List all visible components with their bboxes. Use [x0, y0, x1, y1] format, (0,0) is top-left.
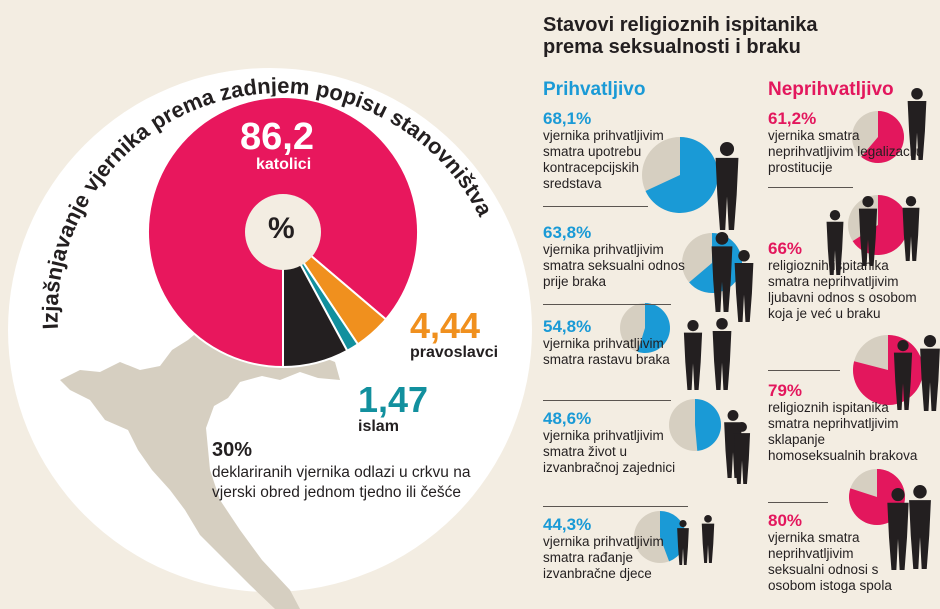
- islam-value: 1,47: [358, 379, 429, 420]
- person-silhouette-head: [911, 88, 923, 100]
- separator: [543, 400, 671, 401]
- person-silhouette-head: [862, 196, 874, 208]
- reject-item: 61,2% vjernika smatra neprihvatljivim leg…: [768, 110, 938, 176]
- person-silhouette-head: [913, 485, 927, 499]
- statement-text: vjernika prihvatljivim smatra upotrebu k…: [543, 128, 664, 191]
- accept-heading: Prihvatljivo: [543, 79, 646, 100]
- person-silhouette: [715, 157, 739, 230]
- person-silhouette: [909, 500, 931, 569]
- right-title: Stavovi religioznih ispitanika prema sek…: [543, 14, 818, 58]
- person-silhouette: [887, 502, 909, 570]
- percent-value: 68,1%: [543, 109, 592, 128]
- person-silhouette: [683, 332, 703, 390]
- person-silhouette: [711, 246, 733, 312]
- islam-label: islam: [358, 418, 399, 435]
- croatia-map: [60, 322, 340, 609]
- person-silhouette: [902, 207, 920, 261]
- separator: [768, 187, 853, 188]
- percent-value: 54,8%: [543, 317, 592, 336]
- person-silhouette: [701, 523, 715, 563]
- separator: [543, 206, 648, 207]
- accept-item: 54,8% vjernika prihvatljivim smatra rasta…: [543, 318, 683, 368]
- percent-value: 66%: [768, 239, 803, 258]
- accept-item: 63,8% vjernika prihvatljivim smatra seksu…: [543, 224, 698, 290]
- person-silhouette-head: [679, 520, 687, 528]
- orthodox-label: pravoslavci: [410, 344, 499, 361]
- statement-text: vjernika prihvatljivim smatra rađanje iz…: [543, 534, 664, 581]
- person-silhouette: [712, 330, 732, 390]
- person-silhouette-head: [704, 515, 712, 523]
- person-silhouette: [920, 348, 940, 411]
- orthodox-value: 4,44: [410, 305, 481, 346]
- statement-text: vjernika prihvatljivim smatra rastavu br…: [543, 336, 670, 367]
- catholic-label: katolici: [256, 156, 312, 173]
- separator: [768, 502, 828, 503]
- person-silhouette-head: [905, 196, 917, 207]
- right-title-line1: Stavovi religioznih ispitanika: [543, 14, 818, 36]
- reject-item: 66% religioznih ispitanika smatra neprihv…: [768, 240, 920, 322]
- person-silhouette: [677, 528, 689, 565]
- person-silhouette-head: [923, 335, 937, 348]
- person-silhouette-head: [829, 210, 841, 221]
- statement-text: vjernika smatra neprihvatljivim legaliza…: [768, 128, 924, 175]
- silhouettes: [677, 88, 940, 570]
- person-silhouette-head: [719, 142, 735, 157]
- person-silhouette: [907, 100, 927, 160]
- statement-text: religioznih ispitanika smatra neprihvatl…: [768, 258, 917, 321]
- pie-slice: [645, 137, 718, 213]
- percent-value: 63,8%: [543, 223, 592, 242]
- percent-value: 44,3%: [543, 515, 592, 534]
- person-silhouette: [733, 433, 751, 484]
- pie-center-hole: [245, 194, 321, 270]
- percent-value: 61,2%: [768, 109, 817, 128]
- person-silhouette-head: [687, 320, 699, 332]
- attendance-value: 30%: [212, 439, 253, 461]
- percent-value: 80%: [768, 511, 803, 530]
- person-silhouette: [893, 352, 913, 410]
- accept-item: 68,1% vjernika prihvatljivim smatra upotr…: [543, 110, 698, 192]
- small-pies: [620, 111, 923, 563]
- person-silhouette-head: [897, 340, 909, 352]
- pie-slice: [637, 303, 670, 353]
- statement-text: vjernika smatra neprihvatljivim seksualn…: [768, 530, 892, 593]
- reject-heading: Neprihvatljivo: [768, 79, 894, 100]
- person-silhouette-head: [738, 250, 750, 262]
- accept-item: 44,3% vjernika prihvatljivim smatra rađan…: [543, 516, 665, 582]
- reject-item: 79% religioznih ispitanika smatra neprihv…: [768, 382, 920, 464]
- separator: [543, 506, 688, 507]
- person-silhouette: [734, 262, 754, 322]
- person-silhouette-head: [715, 232, 729, 245]
- separator: [543, 304, 671, 305]
- catholic-value: 86,2: [240, 116, 314, 158]
- person-silhouette-head: [737, 422, 747, 432]
- person-silhouette: [826, 221, 844, 275]
- separator: [768, 370, 840, 371]
- statement-text: vjernika prihvatljivim smatra seksualni …: [543, 242, 685, 289]
- accept-item: 48,6% vjernika prihvatljivim smatra život…: [543, 410, 685, 476]
- statement-text: vjernika prihvatljivim smatra život u iz…: [543, 428, 676, 475]
- person-silhouette-head: [891, 488, 905, 502]
- statement-text: religioznih ispitanika smatra neprihvatl…: [768, 400, 918, 463]
- person-silhouette: [858, 208, 878, 266]
- reject-item: 80% vjernika smatra neprihvatljivim seksu…: [768, 512, 903, 594]
- unit-label: %: [268, 212, 295, 245]
- pie-slice: [695, 399, 722, 451]
- percent-value: 48,6%: [543, 409, 592, 428]
- percent-value: 79%: [768, 381, 803, 400]
- pie-slice: [861, 111, 904, 164]
- right-title-line2: prema seksualnosti i braku: [543, 36, 801, 58]
- person-silhouette-head: [716, 318, 728, 330]
- person-silhouette-head: [727, 410, 739, 421]
- attendance-text: deklariranih vjernika odlazi u crkvu na …: [212, 464, 471, 501]
